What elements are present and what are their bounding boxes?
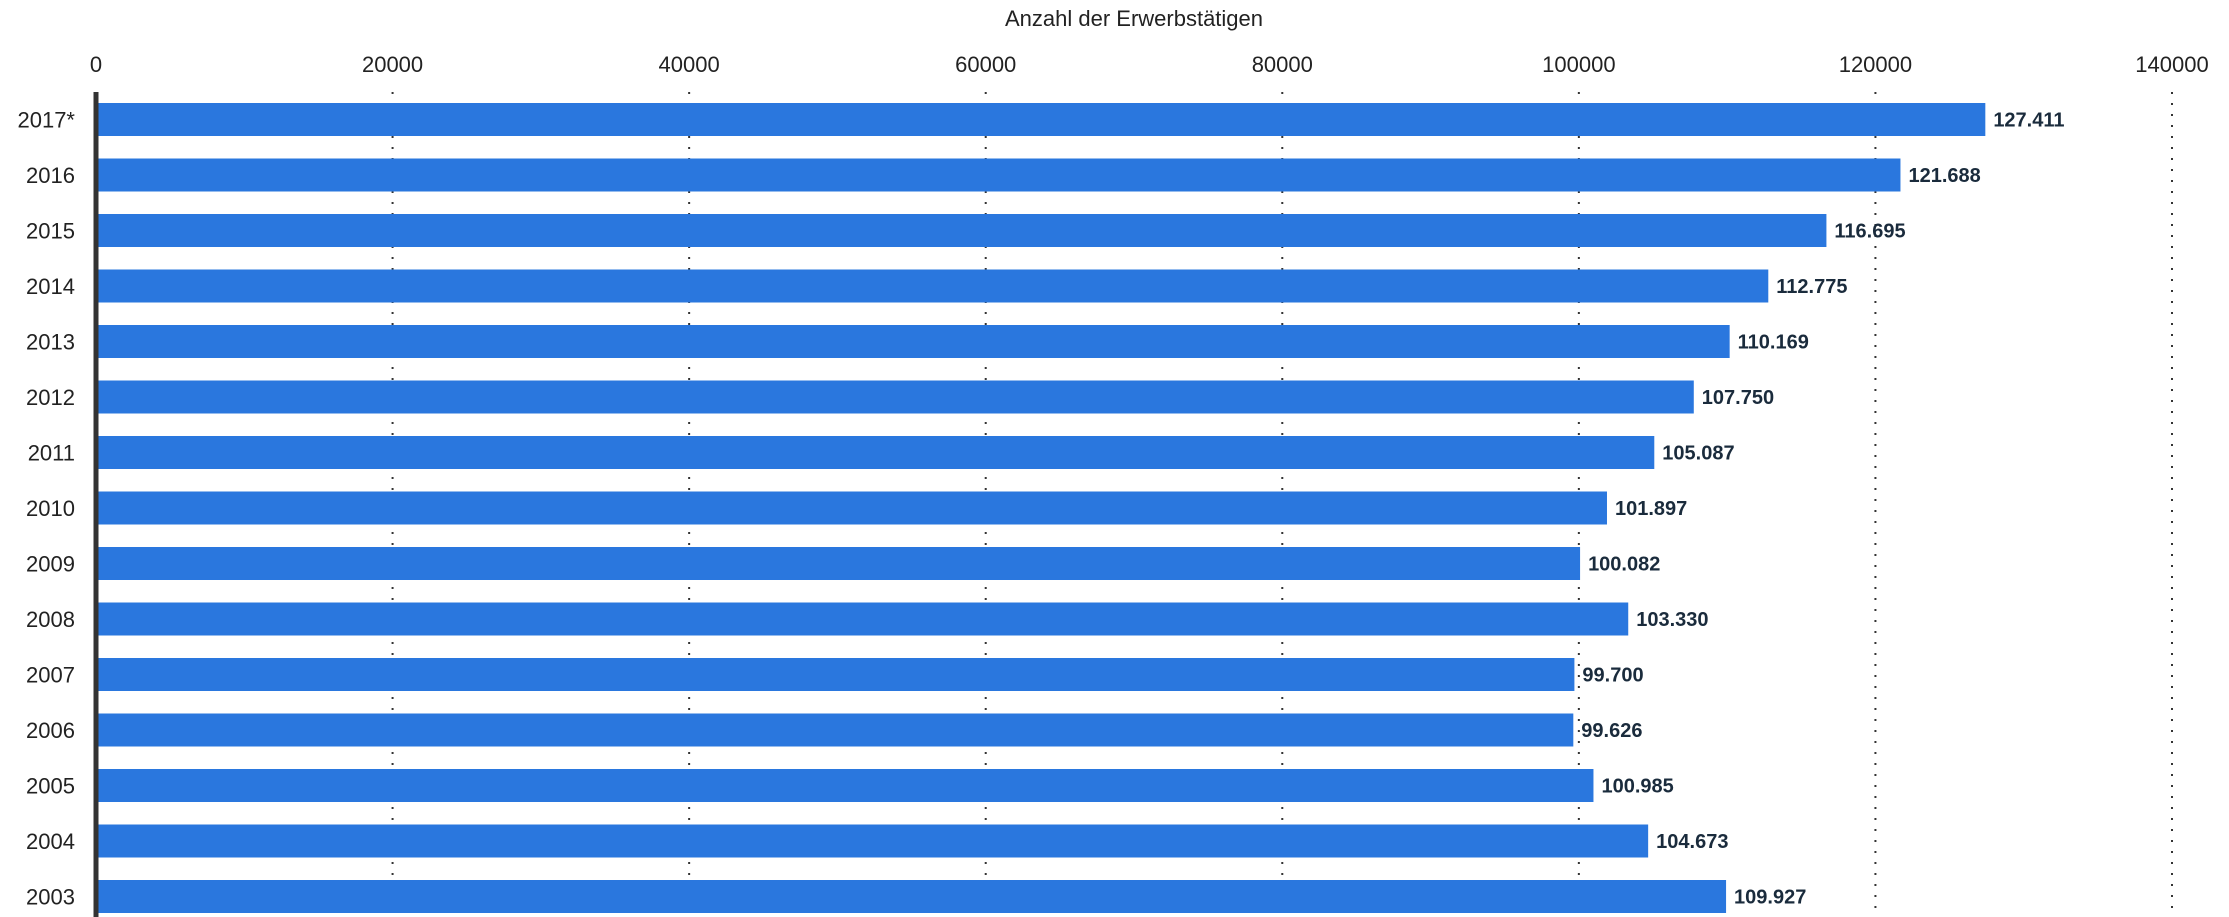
- bar: [96, 824, 1649, 858]
- data-label: 99.700: [1582, 665, 1643, 687]
- x-tick-label: 100000: [1542, 52, 1615, 77]
- x-tick-label: 0: [90, 52, 102, 77]
- category-label: 2010: [26, 496, 75, 521]
- category-label: 2012: [26, 385, 75, 410]
- bar: [96, 103, 1986, 136]
- category-label: 2017*: [17, 108, 75, 133]
- data-label: 110.169: [1738, 332, 1809, 354]
- bar: [96, 436, 1655, 469]
- category-label: 2004: [26, 829, 75, 854]
- data-label: 127.411: [1993, 110, 2064, 132]
- bar: [96, 380, 1694, 414]
- data-label: 103.330: [1636, 609, 1708, 631]
- x-axis-title: Anzahl der Erwerbstätigen: [1005, 6, 1263, 31]
- data-label: 100.985: [1601, 776, 1673, 798]
- bar: [96, 880, 1727, 913]
- data-labels: 127.411 121.688 116.695 112.775 110.169 107.7…: [1581, 110, 2064, 909]
- category-label: 2014: [26, 274, 75, 299]
- data-label: 107.750: [1702, 387, 1774, 409]
- category-label: 2007: [26, 663, 75, 688]
- bar: [96, 769, 1594, 802]
- x-tick-label: 140000: [2135, 52, 2208, 77]
- category-label: 2016: [26, 163, 75, 188]
- category-label: 2005: [26, 774, 75, 799]
- data-label: 100.082: [1588, 554, 1660, 576]
- x-tick-label: 40000: [659, 52, 720, 77]
- data-label: 104.673: [1656, 831, 1728, 853]
- x-tick-label: 60000: [955, 52, 1016, 77]
- bar: [96, 713, 1574, 747]
- category-labels: 2017* 2016 2015 2014 2013 2012 2011 2010 2009 200…: [17, 108, 75, 910]
- data-label: 121.688: [1908, 165, 1980, 187]
- bar: [96, 325, 1730, 358]
- bar: [96, 547, 1581, 580]
- bar: [96, 269, 1769, 303]
- category-label: 2009: [26, 552, 75, 577]
- category-label: 2015: [26, 219, 75, 244]
- bars: [96, 103, 1986, 913]
- category-label: 2006: [26, 718, 75, 743]
- data-label: 109.927: [1734, 887, 1806, 909]
- data-label: 112.775: [1776, 276, 1847, 298]
- x-tick-label: 80000: [1252, 52, 1313, 77]
- data-label: 101.897: [1615, 498, 1687, 520]
- data-label: 116.695: [1834, 221, 1905, 243]
- bar: [96, 602, 1629, 636]
- category-label: 2011: [28, 441, 75, 466]
- x-tick-label: 120000: [1839, 52, 1912, 77]
- x-tick-label: 20000: [362, 52, 423, 77]
- category-label: 2008: [26, 607, 75, 632]
- category-label: 2013: [26, 330, 75, 355]
- bar: [96, 158, 1901, 192]
- bar: [96, 491, 1607, 525]
- x-tick-labels: 0 20000 40000 60000 80000 100000 120000 140000: [90, 52, 2209, 77]
- bar: [96, 658, 1575, 691]
- data-label: 105.087: [1662, 443, 1734, 465]
- bar: [96, 214, 1827, 247]
- data-label: 99.626: [1581, 720, 1642, 742]
- category-label: 2003: [26, 885, 75, 910]
